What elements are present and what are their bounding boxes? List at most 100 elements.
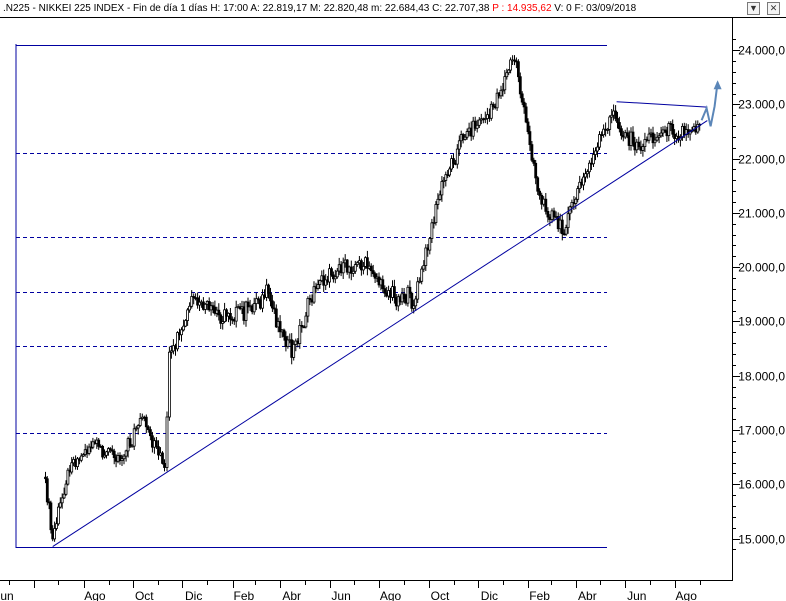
price-bar xyxy=(365,250,369,276)
price-bar xyxy=(653,133,657,147)
price-bar-body xyxy=(600,134,603,137)
price-bar xyxy=(62,487,66,499)
price-bar-body xyxy=(532,159,536,164)
price-bar-body xyxy=(452,158,455,164)
price-bar-body xyxy=(167,351,171,418)
price-bar-body xyxy=(62,493,66,499)
y-tick-label: 23.000,0 xyxy=(738,98,785,112)
price-bar xyxy=(434,201,438,226)
price-bar-body xyxy=(136,425,140,429)
price-bar xyxy=(526,118,530,135)
price-bar xyxy=(209,302,213,316)
price-bar xyxy=(267,283,270,299)
price-bar xyxy=(667,121,671,142)
price-bar xyxy=(244,300,248,327)
y-tick-label: 15.000,0 xyxy=(738,533,785,547)
x-tick-label: Oct xyxy=(431,589,450,601)
price-bar xyxy=(618,116,621,133)
price-bar xyxy=(457,135,461,156)
price-bar xyxy=(414,295,418,311)
price-bar-body xyxy=(570,201,574,208)
chevron-down-icon[interactable]: ▼ xyxy=(747,2,760,15)
price-bar-body xyxy=(489,103,493,119)
price-bar-body xyxy=(333,276,337,280)
price-bar-body xyxy=(410,292,414,309)
price-bar xyxy=(45,476,49,506)
price-bar xyxy=(513,55,516,66)
price-bar-body xyxy=(534,162,538,179)
price-bar-body xyxy=(270,300,274,309)
price-bar-body xyxy=(361,265,365,271)
price-bar xyxy=(211,301,215,314)
x-tick-label: Dic xyxy=(185,589,202,601)
price-bar xyxy=(465,128,469,140)
price-bar-body xyxy=(483,118,487,120)
x-axis: Jun Ago Oct Dic Feb Abr Jun Ago Oct Dic Feb Abr Jun A… xyxy=(0,580,733,601)
price-bar-body xyxy=(371,270,375,275)
price-bar-body xyxy=(252,303,256,313)
projection-arrowhead xyxy=(713,80,722,90)
price-bar xyxy=(144,414,148,434)
close-icon[interactable]: ✕ xyxy=(767,2,780,15)
price-bar xyxy=(507,69,511,76)
price-bar-body xyxy=(261,294,264,309)
price-bar-body xyxy=(663,129,667,132)
price-bar-body xyxy=(300,324,304,328)
price-bar xyxy=(134,425,138,432)
price-bar-body xyxy=(643,139,647,147)
price-bar xyxy=(602,124,605,138)
y-tick-label: 16.000,0 xyxy=(738,478,785,492)
price-bar-body xyxy=(70,462,74,473)
price-bar xyxy=(217,303,221,321)
price-bar-body xyxy=(103,454,106,458)
price-bar-body xyxy=(667,123,671,137)
price-bar-body xyxy=(588,162,591,173)
price-bar xyxy=(359,258,363,276)
price-bar xyxy=(324,274,328,290)
price-bar-body xyxy=(625,132,629,137)
price-bar-body xyxy=(473,120,477,129)
y-tick-label: 24.000,0 xyxy=(738,44,785,58)
price-bar-body xyxy=(351,270,355,274)
price-bar-body xyxy=(618,122,621,130)
price-bar xyxy=(44,471,47,484)
price-bar-body xyxy=(637,141,641,148)
price-bar xyxy=(228,308,232,326)
price-bar xyxy=(108,447,112,453)
price-bar xyxy=(455,144,459,169)
x-tick-label: Abr xyxy=(578,589,597,601)
price-bar-body xyxy=(651,132,655,144)
price-bar-body xyxy=(505,72,509,78)
price-bar xyxy=(292,340,296,361)
price-bar xyxy=(286,335,290,349)
price-bar xyxy=(246,297,250,314)
price-bar xyxy=(269,287,272,307)
price-bar xyxy=(606,127,610,134)
price-bar xyxy=(475,119,479,133)
price-bar-body xyxy=(58,502,62,508)
price-bar-body xyxy=(120,458,124,462)
title-suffix: V: 0 F: 03/09/2018 xyxy=(554,3,637,14)
price-bar xyxy=(188,302,192,313)
price-bar xyxy=(351,265,355,277)
price-bar xyxy=(64,480,68,496)
price-bar-body xyxy=(457,140,461,150)
price-bar xyxy=(97,438,101,450)
price-bar xyxy=(300,321,304,333)
price-bar xyxy=(282,328,286,341)
price-bar-body xyxy=(442,179,446,182)
price-bar xyxy=(124,449,128,462)
price-bar-body xyxy=(420,268,424,282)
price-bar xyxy=(522,98,526,114)
price-bar xyxy=(625,127,629,139)
price-bar-body xyxy=(655,136,659,141)
price-bar-body xyxy=(475,124,479,129)
price-bar-body xyxy=(598,134,601,148)
price-bar xyxy=(192,293,196,305)
price-bar-body xyxy=(620,128,623,136)
price-bar xyxy=(333,269,337,284)
price-bar xyxy=(473,116,477,131)
price-bar xyxy=(341,257,345,279)
price-bar xyxy=(167,346,171,421)
price-bar xyxy=(452,153,455,168)
